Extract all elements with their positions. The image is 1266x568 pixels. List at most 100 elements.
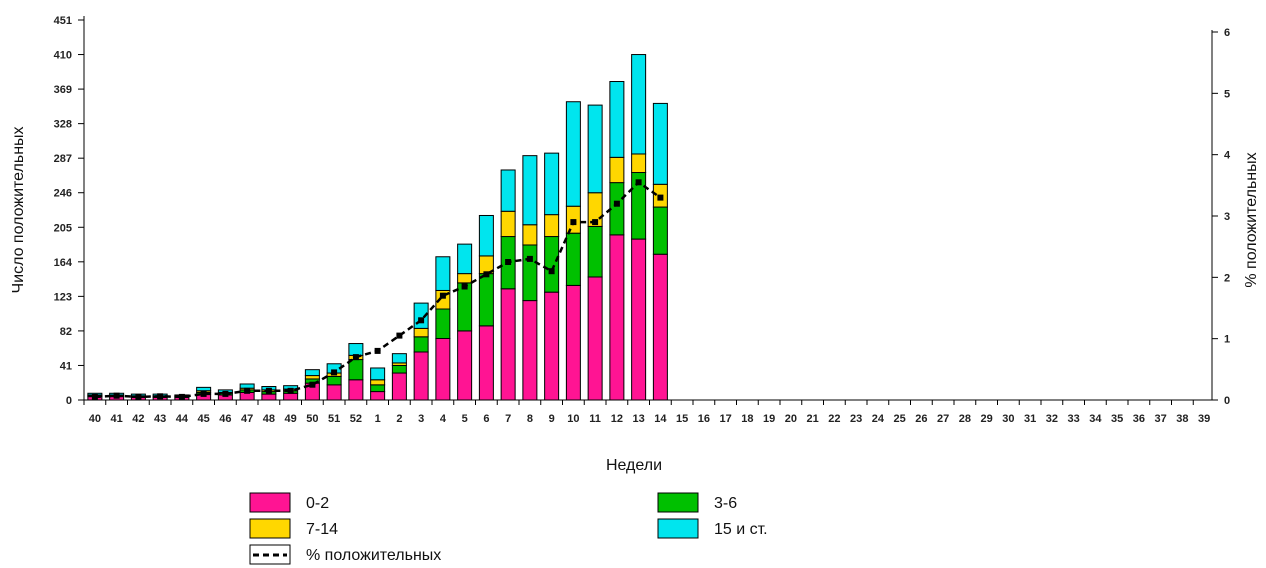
bar-segment	[587, 276, 603, 401]
x-tick-label: 4	[440, 413, 447, 425]
legend-swatch	[249, 518, 291, 539]
x-tick-label: 2	[396, 413, 402, 425]
bar-segment	[239, 383, 255, 389]
bar-segment	[391, 353, 407, 364]
percent-positive-marker	[113, 392, 120, 399]
percent-positive-marker	[331, 369, 338, 376]
bar-segment	[631, 54, 647, 155]
x-tick-label: 23	[850, 413, 862, 425]
legend-label: 7-14	[306, 521, 338, 538]
bar-segment	[457, 243, 473, 275]
bar-segment	[500, 210, 516, 238]
x-tick-label: 15	[676, 413, 688, 425]
x-tick-label: 3	[418, 413, 424, 425]
y2-tick-label: 1	[1224, 334, 1230, 346]
x-tick-label: 46	[219, 413, 231, 425]
y2-tick-label: 3	[1224, 211, 1230, 223]
y-tick-label: 123	[54, 291, 72, 303]
percent-positive-marker	[352, 354, 359, 361]
percent-positive-marker	[526, 255, 533, 262]
x-tick-label: 47	[241, 413, 253, 425]
bar-segment	[435, 256, 451, 291]
x-tick-label: 18	[741, 413, 753, 425]
bar-segment	[326, 375, 342, 386]
percent-positive-marker	[244, 387, 251, 394]
percent-positive-marker	[91, 393, 98, 400]
bar-segment	[304, 375, 320, 380]
bar-segment	[587, 104, 603, 194]
y-tick-label: 164	[54, 257, 73, 269]
percent-positive-marker	[222, 390, 229, 397]
y-tick-label: 328	[54, 119, 72, 131]
x-tick-label: 8	[527, 413, 533, 425]
bar-segment	[631, 153, 647, 174]
bar-segment	[283, 392, 299, 401]
x-tick-label: 31	[1024, 413, 1036, 425]
y-tick-label: 82	[60, 326, 72, 338]
bar-segment	[326, 384, 342, 401]
bar-segment	[522, 300, 538, 401]
y-tick-label: 0	[66, 395, 72, 407]
bar-segment	[457, 282, 473, 332]
bar-segment	[196, 386, 212, 392]
bar-segment	[609, 182, 625, 236]
x-tick-label: 33	[1068, 413, 1080, 425]
x-tick-label: 20	[785, 413, 797, 425]
x-tick-label: 27	[937, 413, 949, 425]
x-tick-label: 13	[633, 413, 645, 425]
y2-tick-label: 6	[1224, 27, 1230, 39]
bar-segment	[370, 367, 386, 381]
x-tick-label: 6	[483, 413, 489, 425]
x-tick-label: 44	[176, 413, 189, 425]
legend: 0-2 3-6 7-14 15 и ст. % положительных	[249, 492, 768, 565]
bar-segment	[522, 224, 538, 246]
bar-segment	[348, 379, 364, 401]
x-tick-label: 35	[1111, 413, 1123, 425]
x-tick-label: 49	[285, 413, 297, 425]
x-tick-label: 38	[1176, 413, 1188, 425]
legend-swatch	[657, 518, 699, 539]
y2-axis-title: % положительных	[1243, 152, 1260, 287]
legend-label: 0-2	[306, 495, 329, 512]
y2-tick-label: 0	[1224, 395, 1230, 407]
x-tick-label: 48	[263, 413, 275, 425]
x-tick-label: 28	[959, 413, 971, 425]
x-tick-label: 42	[132, 413, 144, 425]
bar-segment	[413, 327, 429, 338]
bar-segment	[413, 351, 429, 401]
y-tick-label: 246	[54, 188, 72, 200]
x-tick-label: 43	[154, 413, 166, 425]
bar-segment	[652, 253, 668, 401]
x-tick-label: 39	[1198, 413, 1210, 425]
y-tick-label: 451	[54, 15, 72, 27]
y-tick-label: 287	[54, 153, 72, 165]
bar-segment	[370, 384, 386, 393]
x-tick-label: 34	[1089, 413, 1102, 425]
percent-positive-marker	[461, 283, 468, 290]
line-layer	[91, 179, 664, 400]
bar-segment	[478, 325, 494, 401]
percent-positive-marker	[613, 200, 620, 207]
percent-positive-marker	[483, 271, 490, 278]
y-axis-title: Число положительных	[10, 126, 27, 293]
legend-label: 15 и ст.	[714, 521, 768, 538]
legend-label: % положительных	[306, 547, 441, 564]
percent-positive-marker	[635, 179, 642, 186]
x-tick-label: 7	[505, 413, 511, 425]
legend-swatch	[249, 492, 291, 513]
x-tick-label: 11	[589, 413, 601, 425]
bar-segment	[544, 214, 560, 238]
x-tick-label: 12	[611, 413, 623, 425]
percent-positive-marker	[418, 317, 425, 324]
x-axis-title: Недели	[606, 457, 662, 474]
bar-segment	[652, 102, 668, 185]
x-tick-label: 25	[894, 413, 906, 425]
x-tick-label: 45	[198, 413, 210, 425]
percent-positive-marker	[200, 390, 207, 397]
bar-segment	[478, 273, 494, 327]
axes-layer: 0418212316420524628732836941045101234564…	[54, 15, 1231, 425]
bar-segment	[544, 291, 560, 401]
x-tick-label: 14	[654, 413, 667, 425]
percent-positive-marker	[657, 194, 664, 201]
percent-positive-marker	[592, 219, 599, 226]
